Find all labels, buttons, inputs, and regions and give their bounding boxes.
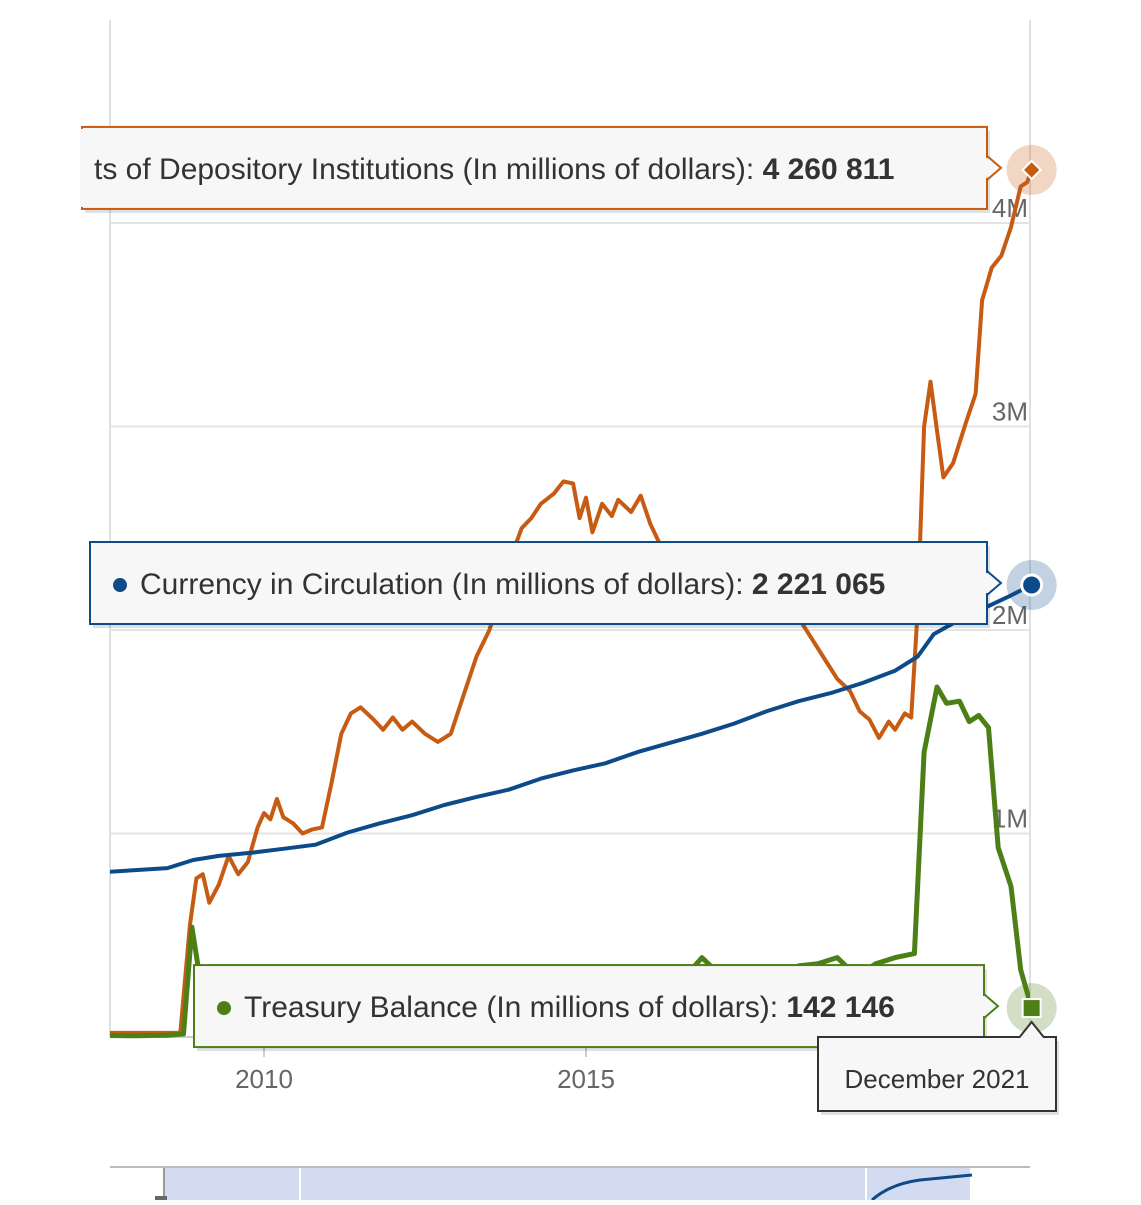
x-tooltip-box: [817, 1020, 1057, 1112]
tooltip-pointer-join: [985, 573, 988, 594]
series-tooltip: ts of Depository Institutions (In millio…: [80, 125, 1003, 213]
tooltip-pointer-join: [985, 157, 988, 178]
tooltip-pointer: [983, 991, 1000, 1021]
tooltip-text: ts of Depository Institutions (In millio…: [94, 153, 894, 186]
marker-layer: [1006, 144, 1057, 1034]
tooltip-series-value: 4 260 811: [763, 153, 895, 186]
y-tick-label: 3M: [992, 397, 1028, 427]
series-point-marker: [1020, 573, 1044, 597]
tooltip-series-value: 142 146: [786, 991, 894, 1024]
tooltip-pointer: [986, 568, 1003, 598]
tooltip-pointer: [986, 153, 1003, 183]
navigator-grip[interactable]: [155, 1196, 167, 1200]
series-tooltip: Treasury Balance (In millions of dollars…: [193, 964, 1000, 1052]
tooltip-series-value: 2 221 065: [752, 568, 885, 601]
tooltip-bullet: [217, 1001, 231, 1016]
series-point-marker: [1021, 159, 1043, 181]
tooltip-text: Treasury Balance (In millions of dollars…: [244, 991, 895, 1024]
tooltip-box: [81, 125, 988, 210]
tooltip-series-label: Treasury Balance (In millions of dollars…: [244, 991, 786, 1024]
grid-layer: [109, 20, 1031, 1037]
tooltip-series-label: ts of Depository Institutions (In millio…: [94, 153, 763, 186]
navigator-range[interactable]: [164, 1168, 970, 1200]
x-tick-label: 2015: [557, 1064, 615, 1094]
y-tick-label: 4M: [992, 193, 1028, 223]
series-line: [110, 583, 1030, 874]
tooltip-bullet: [113, 578, 127, 593]
tooltip-cut-edge: [80, 128, 84, 207]
x-axis-tooltip: December 2021: [817, 1020, 1059, 1115]
navigator-series-line: [871, 1173, 973, 1202]
navigator[interactable]: [110, 1166, 1030, 1202]
tooltip-layer: ts of Depository Institutions (In millio…: [80, 125, 1059, 1115]
tooltip-text: Currency in Circulation (In millions of …: [140, 568, 885, 601]
tooltip-box: [89, 541, 988, 626]
x-tick-label: 2010: [235, 1064, 293, 1094]
x-tooltip-label: December 2021: [845, 1064, 1030, 1094]
series-tooltip: Currency in Circulation (In millions of …: [89, 541, 1003, 629]
series-point-marker: [1021, 998, 1042, 1019]
tooltip-series-label: Currency in Circulation (In millions of …: [140, 568, 752, 601]
tooltip-pointer-join: [982, 996, 985, 1017]
series-line: [110, 169, 1030, 1035]
y-tick-label: 2M: [992, 600, 1028, 630]
